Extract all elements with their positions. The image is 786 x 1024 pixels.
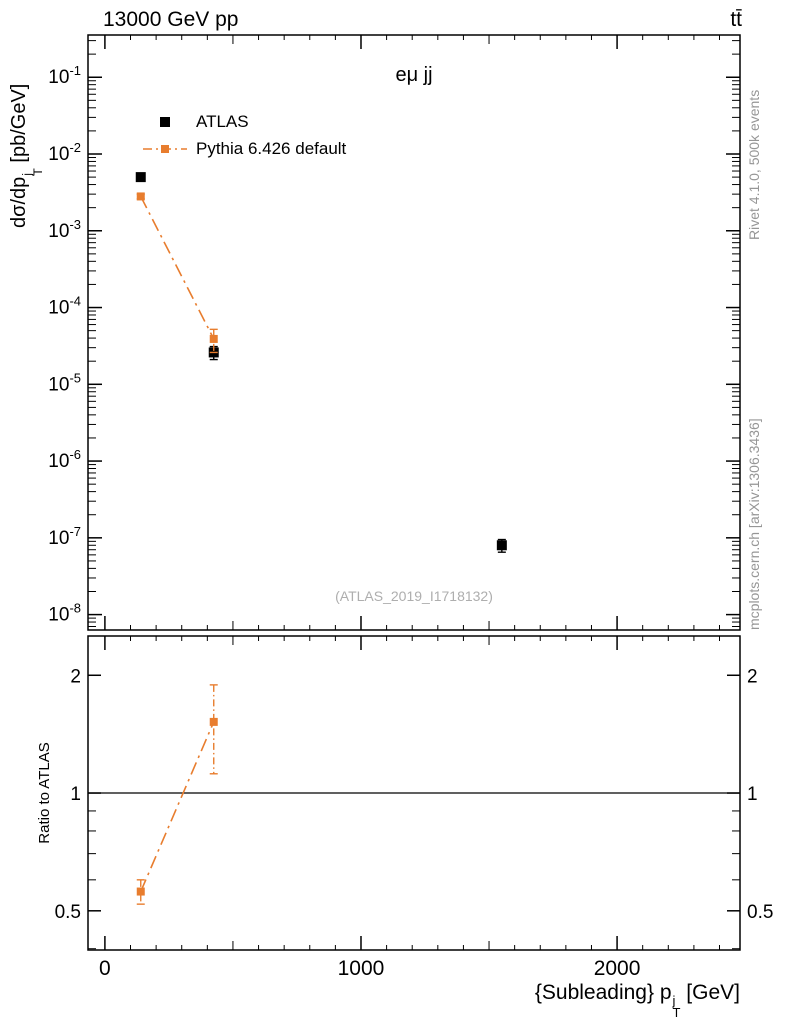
legend-label: Pythia 6.426 default: [196, 138, 347, 158]
x-axis-label-sub: T: [672, 1005, 681, 1021]
legend-item: ATLAS: [142, 108, 346, 135]
data-point-marker: [136, 887, 145, 896]
x-axis-label-sup: j: [672, 992, 676, 1008]
data-point-marker: [209, 334, 218, 343]
series-atlas-main: [135, 172, 507, 553]
legend-square-marker-icon: [160, 116, 170, 127]
rivet-version-text: Rivet 4.1.0, 500k events: [746, 89, 762, 240]
analysis-id-watermark: (ATLAS_2019_I1718132): [335, 588, 493, 604]
x-axis-ticks: [104, 35, 721, 950]
legend-label: ATLAS: [196, 111, 249, 131]
x-axis-label-prefix: {Subleading} p: [534, 981, 672, 1004]
process-title: tt̄: [730, 8, 742, 31]
svg-text:10-2: 10-2: [48, 140, 81, 165]
svg-text:10-5: 10-5: [48, 370, 81, 395]
svg-text:0.5: 0.5: [55, 902, 81, 923]
svg-text:10-7: 10-7: [48, 524, 81, 549]
data-point-marker: [496, 540, 507, 551]
main-y-axis-label: dσ/dp j T [pb/GeV]: [8, 18, 45, 228]
svg-text:0.5: 0.5: [747, 902, 773, 923]
svg-text:0: 0: [99, 957, 111, 980]
beam-energy-title: 13000 GeV pp: [103, 8, 239, 31]
svg-text:10-4: 10-4: [48, 294, 81, 319]
svg-text:2: 2: [70, 666, 81, 687]
data-point-marker: [136, 192, 145, 201]
main-y-tick-labels: 10-8 10-7 10-6 10-5 10-4 10-3 10-2 10-1: [48, 63, 81, 625]
legend: ATLAS Pythia 6.426 default: [142, 108, 346, 162]
main-frame: [87, 34, 741, 631]
svg-text:10-1: 10-1: [48, 63, 81, 88]
data-point-marker: [135, 172, 146, 183]
main-y-axis-label-prefix: dσ/dp: [8, 176, 30, 228]
legend-item: Pythia 6.426 default: [142, 135, 346, 162]
ratio-y-axis-label: Ratio to ATLAS: [36, 742, 53, 844]
x-tick-labels: 0 1000 2000: [99, 957, 640, 980]
series-line: [140, 721, 215, 892]
selection-annotation: eμ jj: [395, 64, 433, 86]
series-line: [140, 196, 215, 340]
series-pythia-6-426-default-ratio: [136, 684, 218, 905]
svg-text:1: 1: [747, 784, 758, 805]
svg-text:10-3: 10-3: [48, 217, 81, 242]
series-pythia-6-426-default-main: [136, 192, 218, 354]
ratio-y-ticks: [88, 674, 740, 950]
svg-text:2: 2: [747, 666, 758, 687]
main-y-axis-label-sub: T: [31, 168, 46, 176]
svg-text:10-8: 10-8: [48, 601, 81, 626]
main-y-ticks: [88, 40, 740, 627]
mcplots-reference-text: mcplots.cern.ch [arXiv:1306.3436]: [746, 418, 762, 630]
svg-text:2000: 2000: [594, 957, 641, 980]
ratio-y-tick-labels: 0.5 0.5 1 1 2 2: [55, 666, 774, 923]
x-axis-label-units: [GeV]: [680, 981, 740, 1004]
data-point-marker: [209, 717, 218, 726]
svg-text:1: 1: [70, 784, 81, 805]
legend-dashdot-square-marker-icon: [143, 144, 187, 153]
svg-text:1000: 1000: [338, 957, 385, 980]
plot-frames: [87, 34, 741, 951]
svg-text:10-6: 10-6: [48, 447, 81, 472]
main-y-axis-label-units: [pb/GeV]: [8, 83, 30, 169]
